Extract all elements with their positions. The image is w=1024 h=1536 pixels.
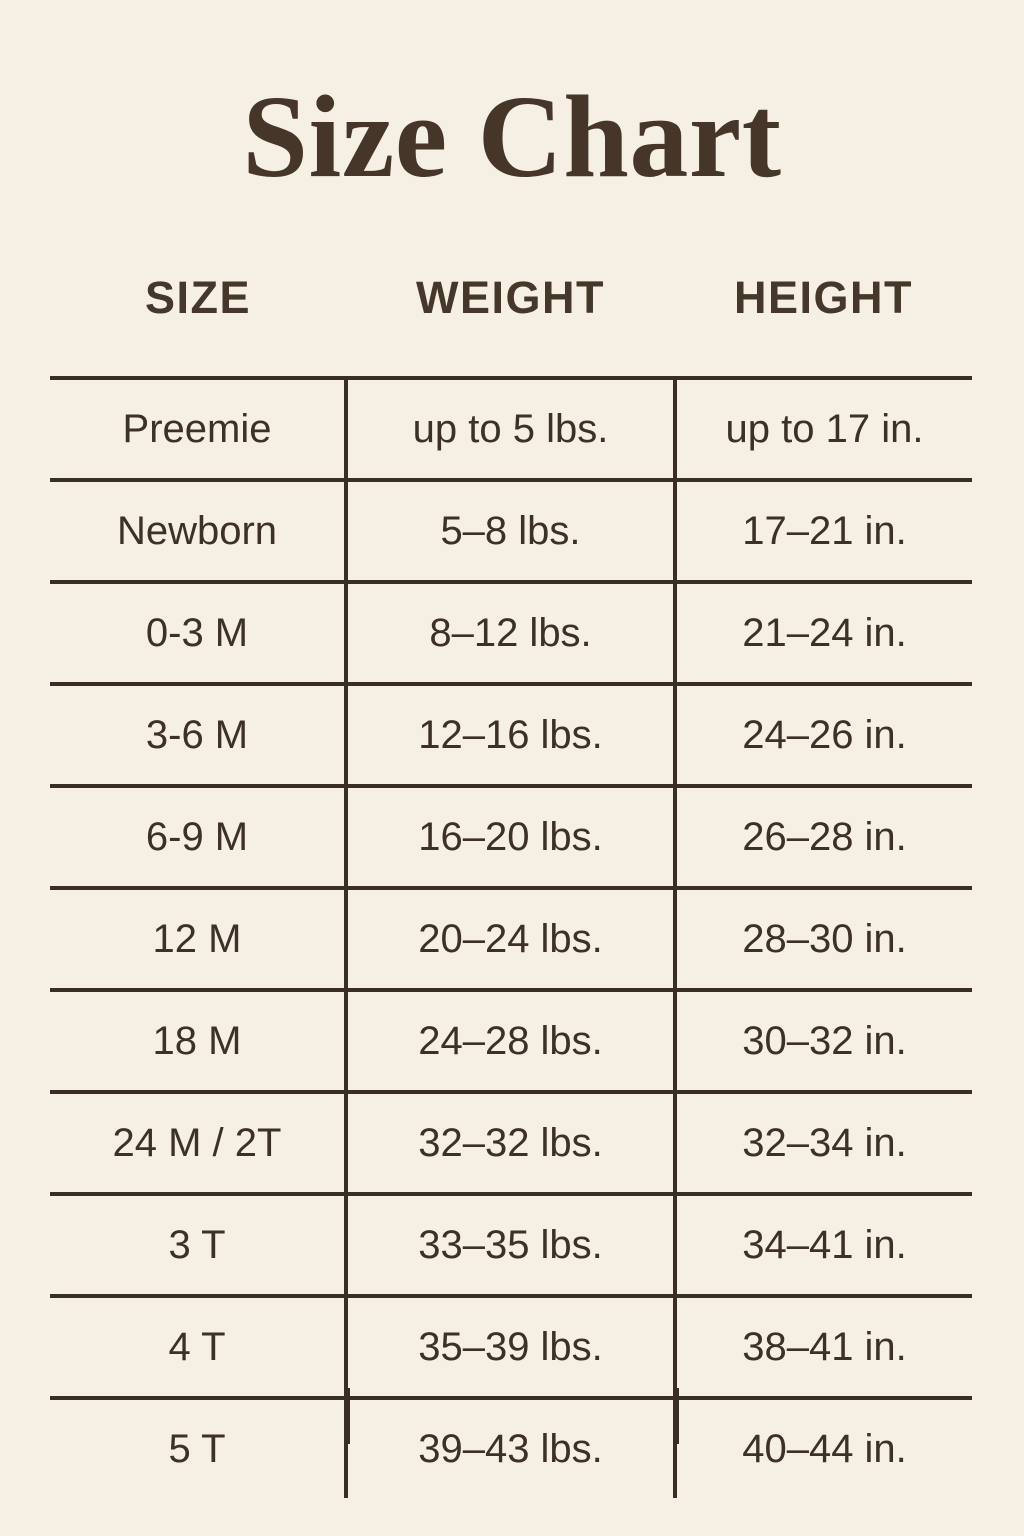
- table-header-row: SIZE WEIGHT HEIGHT: [50, 272, 972, 378]
- cell-weight: 24–28 lbs.: [344, 988, 675, 1092]
- cell-weight: 33–35 lbs.: [344, 1192, 675, 1296]
- cell-weight: 16–20 lbs.: [344, 784, 675, 888]
- table-row: Newborn 5–8 lbs. 17–21 in.: [50, 478, 972, 582]
- table-row: 3-6 M 12–16 lbs. 24–26 in.: [50, 682, 972, 786]
- size-chart-table: SIZE WEIGHT HEIGHT Preemie up to 5 lbs. …: [50, 272, 972, 1498]
- cell-size: Newborn: [50, 478, 346, 582]
- table-row: 24 M / 2T 32–32 lbs. 32–34 in.: [50, 1090, 972, 1194]
- page-title: Size Chart: [242, 71, 782, 202]
- cell-weight: 32–32 lbs.: [344, 1090, 675, 1194]
- table-body: Preemie up to 5 lbs. up to 17 in. Newbor…: [50, 376, 972, 1498]
- cell-weight: 12–16 lbs.: [344, 682, 675, 786]
- cell-height: up to 17 in.: [673, 376, 972, 480]
- cell-height: 30–32 in.: [673, 988, 972, 1092]
- cell-size: 4 T: [50, 1294, 346, 1398]
- cell-size: 0-3 M: [50, 580, 346, 684]
- cell-weight: 8–12 lbs.: [344, 580, 675, 684]
- cell-height: 28–30 in.: [673, 886, 972, 990]
- cell-height: 17–21 in.: [673, 478, 972, 582]
- cell-size: 5 T: [50, 1396, 346, 1498]
- table-row: 4 T 35–39 lbs. 38–41 in.: [50, 1294, 972, 1398]
- column-divider-left: [346, 1388, 350, 1444]
- cell-size: 24 M / 2T: [50, 1090, 346, 1194]
- column-header-weight: WEIGHT: [416, 272, 605, 323]
- cell-height: 34–41 in.: [673, 1192, 972, 1296]
- table-row: 5 T 39–43 lbs. 40–44 in.: [50, 1396, 972, 1498]
- size-chart-table-container: SIZE WEIGHT HEIGHT Preemie up to 5 lbs. …: [50, 272, 972, 1498]
- cell-height: 26–28 in.: [673, 784, 972, 888]
- cell-size: 18 M: [50, 988, 346, 1092]
- cell-height: 32–34 in.: [673, 1090, 972, 1194]
- table-row: 3 T 33–35 lbs. 34–41 in.: [50, 1192, 972, 1296]
- cell-weight: 5–8 lbs.: [344, 478, 675, 582]
- cell-height: 24–26 in.: [673, 682, 972, 786]
- table-header: SIZE WEIGHT HEIGHT: [50, 272, 972, 378]
- table-row: 18 M 24–28 lbs. 30–32 in.: [50, 988, 972, 1092]
- cell-weight: up to 5 lbs.: [344, 376, 675, 480]
- cell-weight: 20–24 lbs.: [344, 886, 675, 990]
- cell-size: Preemie: [50, 376, 346, 480]
- table-row: 12 M 20–24 lbs. 28–30 in.: [50, 886, 972, 990]
- cell-height: 40–44 in.: [673, 1396, 972, 1498]
- cell-size: 3 T: [50, 1192, 346, 1296]
- table-row: Preemie up to 5 lbs. up to 17 in.: [50, 376, 972, 480]
- table-row: 6-9 M 16–20 lbs. 26–28 in.: [50, 784, 972, 888]
- table-row: 0-3 M 8–12 lbs. 21–24 in.: [50, 580, 972, 684]
- column-divider-right: [675, 1388, 679, 1444]
- column-header-height: HEIGHT: [733, 272, 913, 323]
- cell-height: 38–41 in.: [673, 1294, 972, 1398]
- cell-weight: 35–39 lbs.: [344, 1294, 675, 1398]
- cell-size: 12 M: [50, 886, 346, 990]
- cell-weight: 39–43 lbs.: [344, 1396, 675, 1498]
- cell-size: 3-6 M: [50, 682, 346, 786]
- cell-size: 6-9 M: [50, 784, 346, 888]
- cell-height: 21–24 in.: [673, 580, 972, 684]
- column-header-size: SIZE: [144, 272, 252, 323]
